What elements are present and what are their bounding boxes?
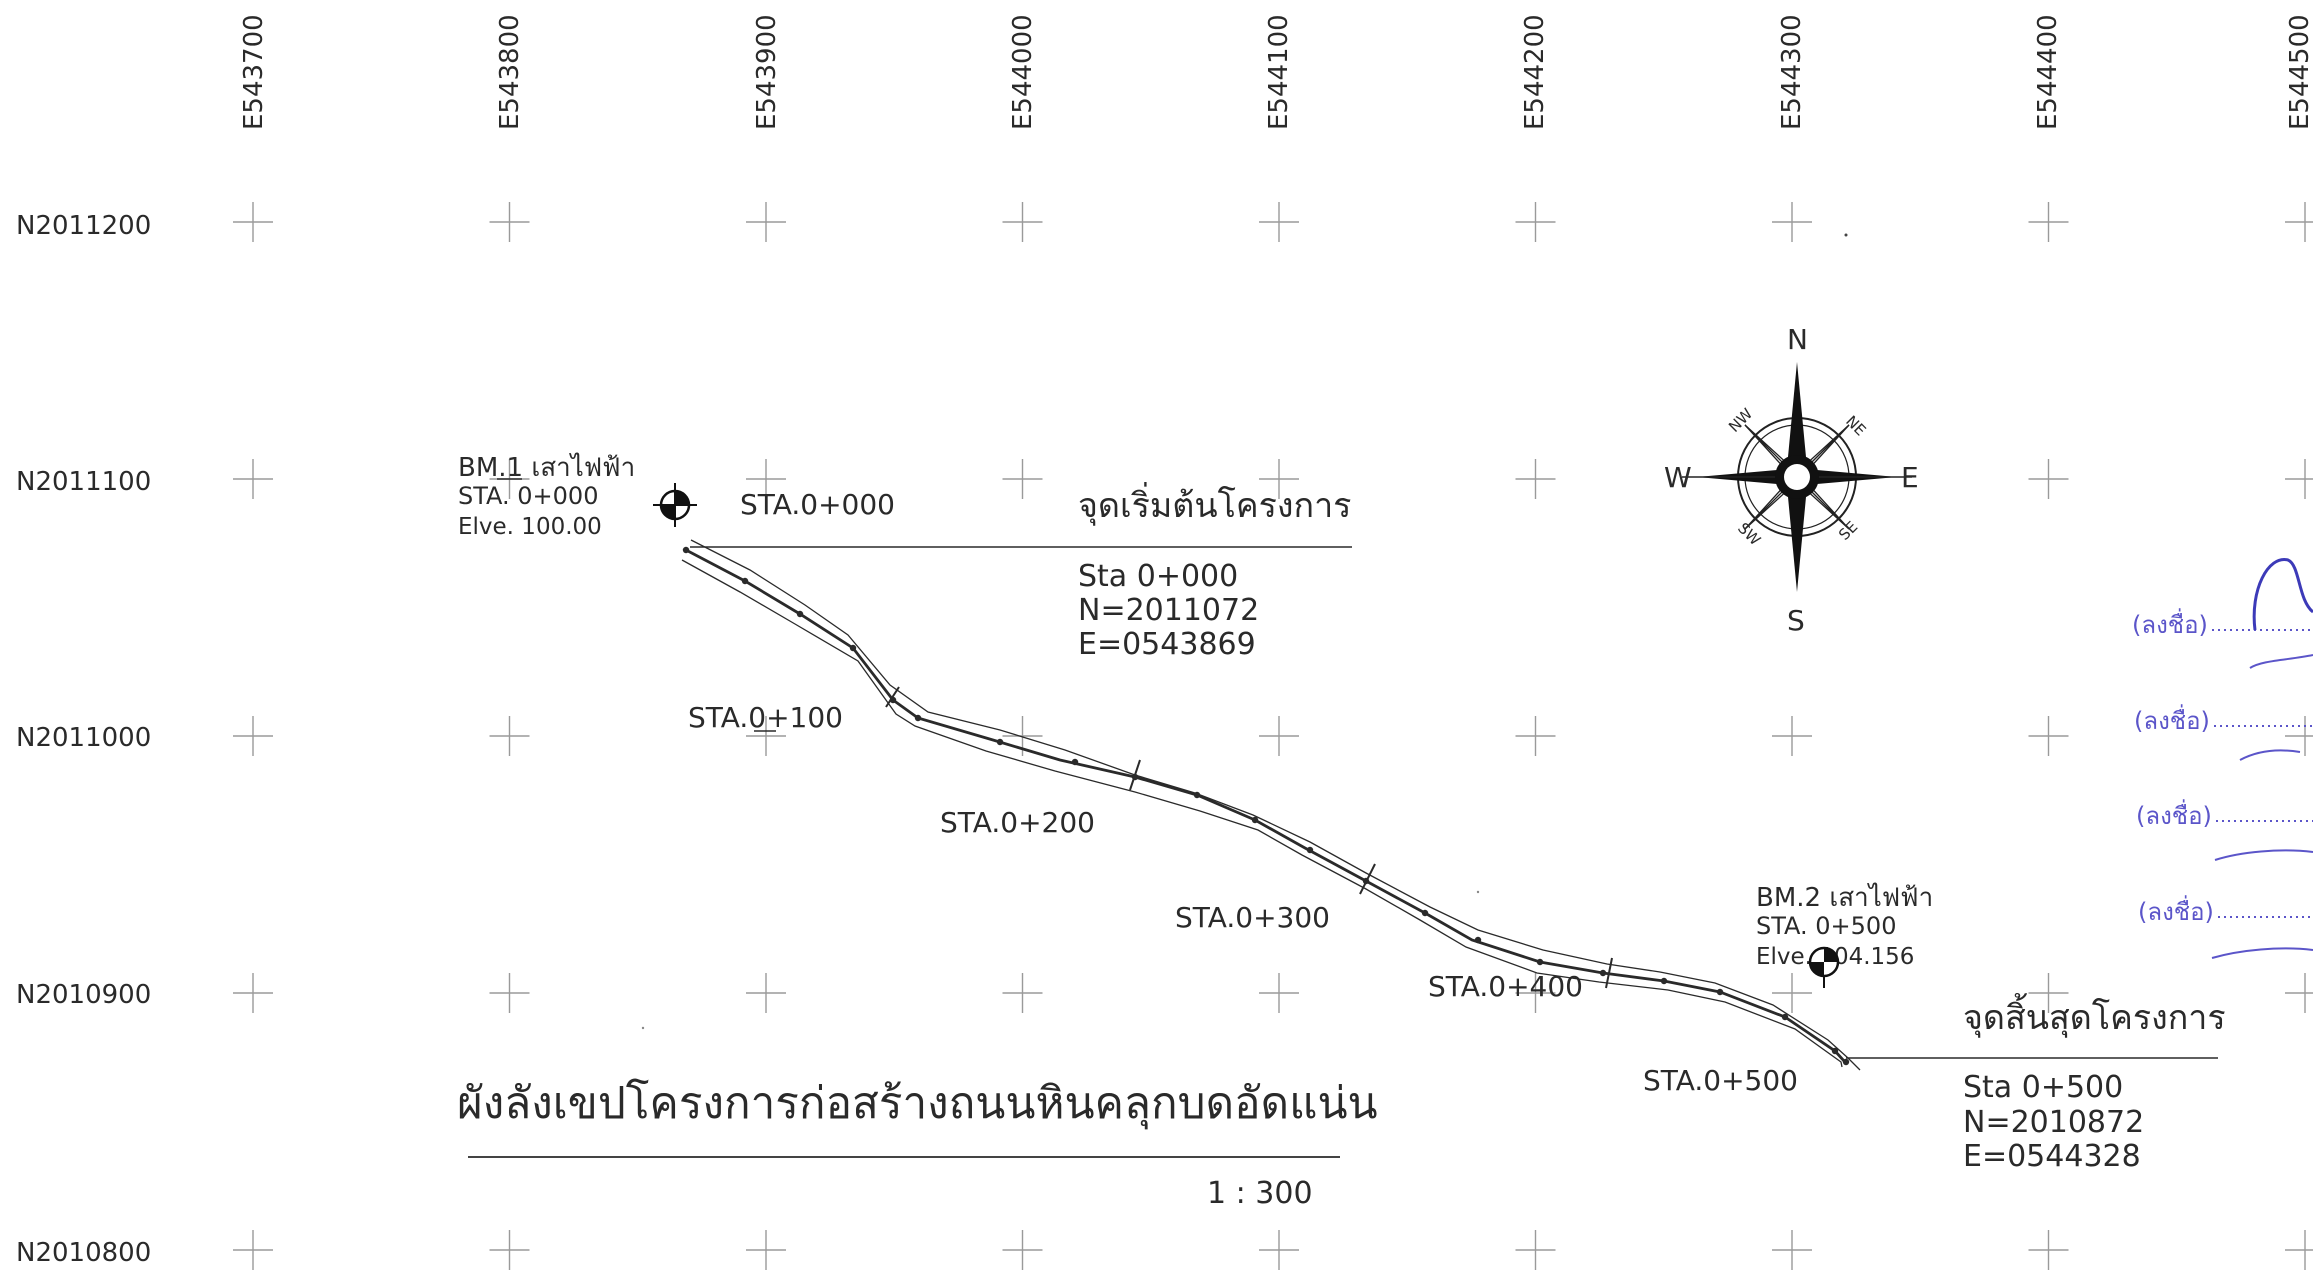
- benchmark-1: BM.1 เสาไฟฟ้า STA. 0+000 Elve. 100.00: [458, 452, 697, 540]
- chainage-dot: [682, 546, 690, 554]
- easting-label: E544300: [1777, 14, 1807, 130]
- northing-label: N2010800: [16, 1238, 151, 1268]
- easting-label: E544100: [1264, 14, 1294, 130]
- chainage-dot: [1421, 909, 1429, 917]
- chainage-dot: [996, 738, 1004, 746]
- station-tick: [1359, 863, 1376, 895]
- bm1-sta: STA. 0+000: [458, 482, 598, 510]
- chainage-dot: [1306, 846, 1314, 854]
- bm2-sta: STA. 0+500: [1756, 912, 1896, 940]
- drawing-scale: 1 : 300: [1207, 1176, 1313, 1211]
- signature-label: (ลงชื่อ): [2136, 799, 2212, 830]
- benchmark-symbol: [653, 483, 697, 527]
- bm2-name: BM.2 เสาไฟฟ้า: [1756, 882, 1933, 913]
- chainage-dot: [1716, 988, 1724, 996]
- compass-se: SE: [1835, 518, 1861, 544]
- easting-label: E544000: [1008, 14, 1038, 130]
- chainage-dots: [682, 546, 1850, 1066]
- easting-label: E544200: [1520, 14, 1550, 130]
- chainage-dot: [1842, 1058, 1850, 1066]
- road-alignment: [681, 539, 1861, 1071]
- northing-label: N2010900: [16, 980, 151, 1010]
- chainage-dot: [849, 644, 857, 652]
- chainage-dot: [796, 610, 804, 618]
- compass-north: N: [1787, 323, 1808, 356]
- station-label: STA.0+500: [1643, 1064, 1798, 1097]
- compass-south: S: [1787, 604, 1805, 637]
- station-tick: [1129, 759, 1141, 791]
- chainage-dot: [1781, 1013, 1789, 1021]
- station-tick: [885, 686, 900, 708]
- signature-block: (ลงชื่อ) (ลงชื่อ) (ลงชื่อ) (ลงชื่อ): [2132, 558, 2313, 959]
- signature-label: (ลงชื่อ): [2132, 608, 2208, 639]
- compass-ne: NE: [1842, 412, 1869, 439]
- chainage-dot: [1536, 958, 1544, 966]
- northing-label: N2011200: [16, 211, 151, 241]
- station-label: STA.0+300: [1175, 901, 1330, 934]
- chainage-dot: [1251, 816, 1259, 824]
- chainage-dot: [1831, 1047, 1839, 1055]
- easting-labels: E543700 E543800 E543900 E544000 E544100 …: [239, 14, 2313, 130]
- chainage-dot: [741, 577, 749, 585]
- signature-label: (ลงชื่อ): [2138, 895, 2214, 926]
- project-end: จุดสิ้นสุดโครงการ Sta 0+500 N=2010872 E=…: [1846, 993, 2226, 1174]
- compass-west: W: [1664, 461, 1692, 494]
- end-sta: Sta 0+500: [1963, 1070, 2123, 1105]
- start-station-label: STA.0+000: [740, 488, 895, 521]
- station-label: STA.0+400: [1428, 970, 1583, 1003]
- station-tick: [1605, 957, 1613, 989]
- northing-label: N2011000: [16, 723, 151, 753]
- chainage-dot: [1193, 791, 1201, 799]
- chainage-dot: [914, 714, 922, 722]
- drawing-title: ผังลังเขปโครงการก่อสร้างถนนหินคลุกบดอัดแ…: [457, 1078, 1378, 1130]
- easting-label: E543900: [752, 14, 782, 130]
- project-start: STA.0+000 จุดเริ่มต้นโครงการ Sta 0+000 N…: [690, 482, 1352, 662]
- start-easting: E=0543869: [1078, 627, 1256, 662]
- start-northing: N=2011072: [1078, 593, 1259, 628]
- compass-east: E: [1901, 461, 1919, 494]
- northing-labels: N2011200 N2011100 N2011000 N2010900 N201…: [16, 211, 151, 1268]
- road-centerline: [685, 548, 1848, 1065]
- northing-label: N2011100: [16, 467, 151, 497]
- benchmark-2: BM.2 เสาไฟฟ้า STA. 0+500 Elve. 104.156: [1756, 882, 1933, 988]
- road-edge-left: [690, 539, 1861, 1071]
- end-easting: E=0544328: [1963, 1139, 2141, 1174]
- end-northing: N=2010872: [1963, 1105, 2144, 1140]
- easting-label: E543800: [495, 14, 525, 130]
- grid-crosses: [233, 202, 2313, 1270]
- easting-label: E544500: [2285, 14, 2313, 130]
- easting-label: E544400: [2033, 14, 2063, 130]
- signature-label: (ลงชื่อ): [2134, 704, 2210, 735]
- chainage-dot: [1474, 936, 1482, 944]
- road-edge-right: [681, 559, 1843, 1068]
- station-label: STA.0+100: [688, 701, 843, 734]
- station-labels: STA.0+100 STA.0+200 STA.0+300 STA.0+400 …: [688, 701, 1798, 1097]
- compass-rose: N S E W NE NW SE SW: [1664, 323, 1919, 637]
- bm1-name: BM.1 เสาไฟฟ้า: [458, 452, 635, 483]
- start-title: จุดเริ่มต้นโครงการ: [1078, 482, 1351, 526]
- station-label: STA.0+200: [940, 806, 1095, 839]
- chainage-dot: [1660, 977, 1668, 985]
- signature-scribble: [2252, 558, 2313, 631]
- chainage-dot: [1071, 758, 1079, 766]
- drawing-title-block: ผังลังเขปโครงการก่อสร้างถนนหินคลุกบดอัดแ…: [457, 1078, 1378, 1211]
- end-title: จุดสิ้นสุดโครงการ: [1963, 993, 2226, 1038]
- benchmark-symbol: [1808, 946, 1840, 988]
- chainage-dot: [1599, 969, 1607, 977]
- start-sta: Sta 0+000: [1078, 559, 1238, 594]
- bm1-elev: Elve. 100.00: [458, 514, 602, 540]
- easting-label: E543700: [239, 14, 269, 130]
